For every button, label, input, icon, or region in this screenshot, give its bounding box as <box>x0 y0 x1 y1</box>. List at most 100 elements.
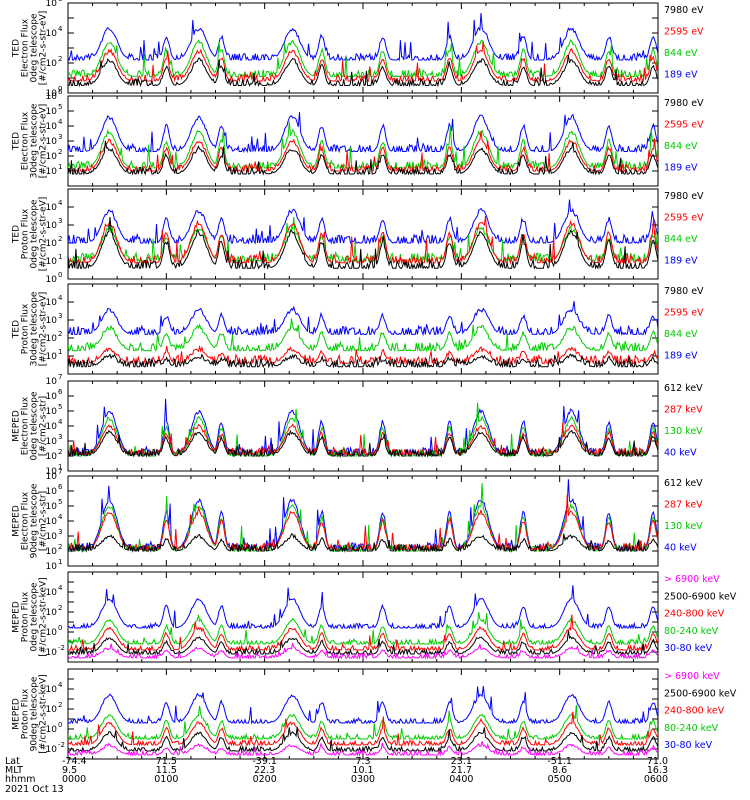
legend-entry: 189 eV <box>664 255 698 266</box>
series-line <box>68 301 658 337</box>
legend-entry: 844 eV <box>664 329 698 340</box>
ylabel-line: Proton Flux <box>21 303 31 354</box>
y-tick-label: 10 <box>46 298 58 308</box>
y-tick-exponent: 3 <box>58 217 62 225</box>
panel-ylabel: TEDProton Flux0deg telescope[#/cm2-s-str… <box>12 197 49 272</box>
y-tick-exponent: 2 <box>58 330 62 338</box>
panel-frame <box>67 668 659 760</box>
ylabel-line: [#/cm2-s-str-eV] <box>39 104 49 179</box>
y-tick-label: 10 <box>46 547 58 557</box>
ylabel-line: [#/cm2-s-str-eV] <box>39 11 49 86</box>
y-tick-exponent: 4 <box>58 513 63 521</box>
legend-entry: 40 keV <box>664 447 697 458</box>
series-line <box>68 131 658 173</box>
y-tick-exponent: 3 <box>58 433 62 441</box>
series-line <box>68 55 658 88</box>
legend-entry: 30-80 keV <box>664 740 713 751</box>
ylabel-line: 0deg telescope <box>30 199 40 269</box>
y-tick-label: 10 <box>46 0 58 9</box>
panel-ylabel: MEPEDElectron Flux90deg telescope[#/cm2-… <box>12 483 49 558</box>
series-line <box>68 318 658 353</box>
series-line <box>68 402 658 458</box>
legend-entry: 287 keV <box>664 404 703 415</box>
series-line <box>68 121 658 170</box>
y-tick-exponent: -2 <box>58 644 65 652</box>
legend-entry: 2595 eV <box>664 307 704 318</box>
ylabel-line: Electron Flux <box>21 396 31 455</box>
y-tick-exponent: 5 <box>58 403 62 411</box>
y-tick-label: 10 <box>46 152 58 162</box>
ylabel-line: [#/cm2-s-str] <box>39 491 49 551</box>
y-tick-label: 10 <box>46 407 58 417</box>
legend-entry: 130 keV <box>664 426 703 437</box>
series-line <box>68 494 658 552</box>
x-tick-hhmm: 0500 <box>548 774 572 785</box>
x-tick-mlt: 10.1 <box>352 765 373 776</box>
y-tick-label: 10 <box>46 221 58 231</box>
panel-ylabel: MEPEDProton Flux90deg telescope[#/cm2-s-… <box>12 674 49 753</box>
series-line <box>68 704 658 741</box>
x-tick-hhmm: 0400 <box>449 774 473 785</box>
series-line <box>68 344 658 366</box>
x-tick-hhmm: 0100 <box>154 774 178 785</box>
y-tick-exponent: 0 <box>58 624 62 632</box>
legend-entry: > 6900 keV <box>664 671 720 682</box>
legend-entry: 189 eV <box>664 69 698 80</box>
y-tick-label: 10 <box>46 392 58 402</box>
y-tick-label: 10 <box>46 487 58 497</box>
x-tick-hhmm: 0000 <box>62 774 86 785</box>
series-line <box>68 39 658 79</box>
series-line <box>68 12 658 62</box>
y-tick-exponent: 4 <box>58 25 63 33</box>
x-row-label: MLT <box>5 765 23 776</box>
legend-entry: 7980 eV <box>664 5 704 16</box>
y-tick-label: 10 <box>46 628 58 638</box>
legend-entry: 844 eV <box>664 48 698 59</box>
x-tick-mlt: 9.5 <box>62 765 77 776</box>
legend-entry: 7980 eV <box>664 191 704 202</box>
x-tick-lat: -51.1 <box>547 756 572 767</box>
y-tick-label: 10 <box>46 532 58 542</box>
legend-entry: 2500-6900 keV <box>664 688 737 699</box>
x-tick-lat: 7.3 <box>355 756 370 767</box>
series-line <box>68 216 658 265</box>
y-tick-label: 10 <box>46 29 58 39</box>
panel-ylabel: MEPEDProton Flux0deg telescope[#/cm2-s-s… <box>12 577 49 656</box>
panel-frame <box>67 475 659 567</box>
y-tick-exponent: 2 <box>58 148 62 156</box>
y-tick-exponent: 0 <box>58 271 62 279</box>
series-line <box>68 199 658 245</box>
y-tick-label: 10 <box>46 467 58 477</box>
y-tick-exponent: 0 <box>58 85 62 93</box>
series-line <box>68 741 658 757</box>
ylabel-line: 90deg telescope <box>30 483 40 558</box>
y-tick-exponent: 4 <box>58 199 63 207</box>
legend-entry: 2595 eV <box>664 119 704 130</box>
ylabel-line: [#/cm2-s-str-keV] <box>39 577 49 656</box>
ylabel-line: TED <box>12 132 22 151</box>
series-group <box>68 199 658 271</box>
y-tick-label: 10 <box>46 59 58 69</box>
series-line <box>68 685 658 725</box>
ylabel-line: MEPED <box>12 698 22 730</box>
series-line <box>68 217 658 271</box>
series-line <box>68 429 658 458</box>
ylabel-line: 0deg telescope <box>30 582 40 652</box>
y-tick-label: 10 <box>46 316 58 326</box>
y-tick-exponent: 7 <box>58 468 62 476</box>
y-tick-exponent: 1 <box>58 348 62 356</box>
ylabel-line: Proton Flux <box>21 688 31 739</box>
ylabel-line: TED <box>12 225 22 244</box>
ylabel-line: Proton Flux <box>21 591 31 642</box>
y-tick-exponent: 4 <box>58 681 63 689</box>
y-tick-label: 10 <box>46 517 58 527</box>
y-tick-exponent: 4 <box>58 418 63 426</box>
y-tick-label: 10 <box>46 472 58 482</box>
legend-entry: 40 keV <box>664 542 697 553</box>
legend-entry: 130 keV <box>664 521 703 532</box>
x-tick-mlt: 11.5 <box>156 765 177 776</box>
x-tick-mlt: 21.7 <box>451 765 472 776</box>
